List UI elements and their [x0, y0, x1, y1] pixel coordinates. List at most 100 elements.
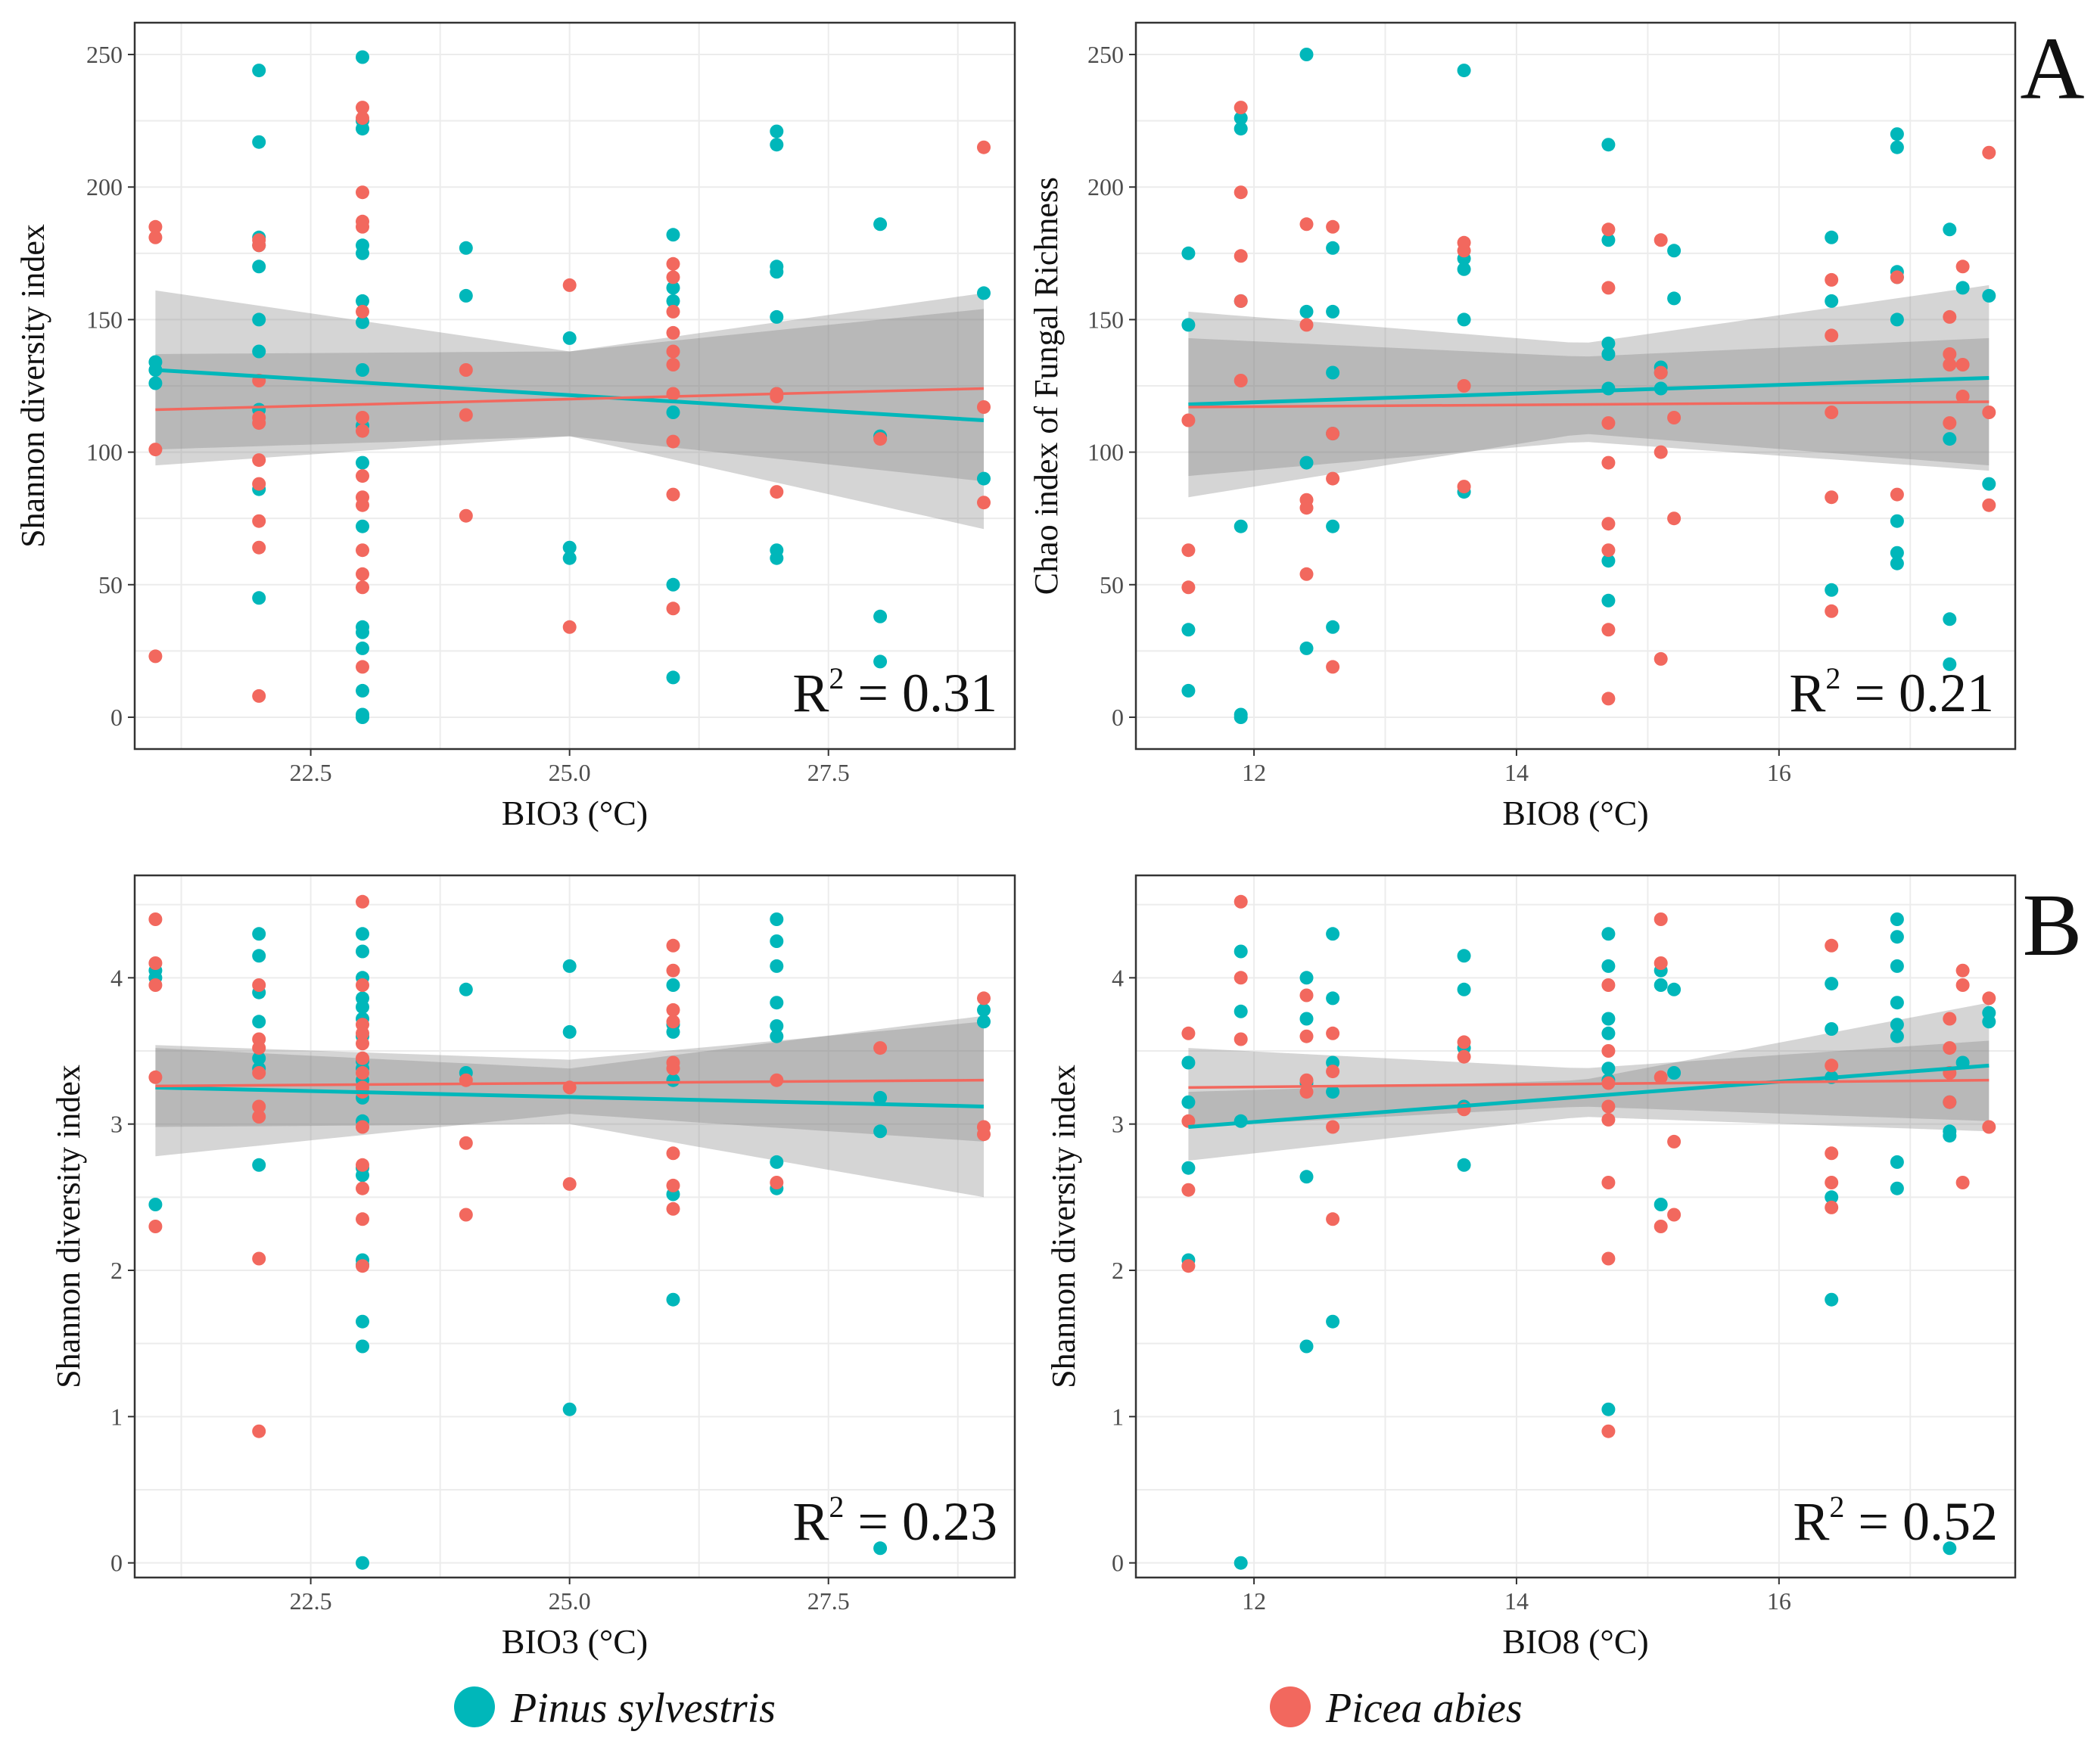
fit-line-pinus [155, 1085, 985, 1108]
data-point [356, 122, 369, 136]
data-point [1667, 1066, 1682, 1080]
data-point [1943, 347, 1957, 361]
data-point [1890, 1181, 1904, 1195]
y-tick-label: 1 [110, 1403, 123, 1430]
data-point [1299, 971, 1314, 985]
data-point [873, 1541, 888, 1556]
data-point [873, 1090, 888, 1105]
data-point [1982, 1120, 1996, 1134]
data-point [356, 424, 369, 438]
data-point [1890, 546, 1904, 560]
data-point [356, 363, 369, 377]
data-point [1825, 1292, 1839, 1307]
data-point [1601, 692, 1616, 706]
data-point [1982, 477, 1996, 491]
x-tick-label: 14 [1504, 1587, 1529, 1615]
data-point [459, 408, 473, 422]
data-point [356, 927, 369, 941]
data-point [1943, 222, 1957, 237]
data-point [873, 217, 888, 232]
data-point [1825, 1058, 1839, 1073]
data-point [356, 294, 369, 308]
data-point [1890, 270, 1904, 284]
data-point [1943, 1095, 1957, 1109]
data-point [873, 654, 888, 669]
data-point [1667, 982, 1682, 996]
y-tick-label: 0 [110, 704, 123, 731]
series-pinus [1181, 912, 1996, 1570]
panel-a_left: 22.5 25.0 27.5 0 50 100 150 200 250 BIO3 (°C) Shan… [14, 21, 1016, 832]
legend-pinus-label: Pinus sylvestris [510, 1685, 776, 1732]
data-point [252, 1424, 266, 1438]
r-squared-value: = 0.31 [844, 663, 997, 723]
data-point [1601, 543, 1616, 558]
y-tick-label: 200 [1087, 173, 1124, 201]
legend-picea-marker [1270, 1686, 1311, 1727]
data-point [356, 1037, 369, 1051]
data-point [562, 551, 577, 565]
data-point [1825, 1146, 1839, 1161]
data-point [1890, 1018, 1904, 1032]
data-point [148, 956, 163, 970]
data-point [459, 982, 473, 996]
data-point [356, 111, 369, 126]
data-point [1326, 620, 1340, 634]
data-point [666, 602, 680, 616]
data-point [1890, 1029, 1904, 1043]
data-point [1326, 991, 1340, 1006]
data-point [770, 1073, 784, 1087]
data-point [1943, 1041, 1957, 1055]
data-point [356, 660, 369, 674]
data-point [1299, 1339, 1314, 1354]
data-point [1982, 498, 1996, 512]
data-point [770, 996, 784, 1010]
data-point [1299, 318, 1314, 332]
data-point [666, 325, 680, 340]
data-point [356, 1339, 369, 1354]
data-point [1654, 1220, 1668, 1233]
data-point [1601, 517, 1616, 531]
data-point [1299, 1085, 1314, 1099]
data-point [1890, 996, 1904, 1010]
data-point [666, 358, 680, 371]
data-point [666, 1292, 680, 1307]
data-point [977, 286, 991, 300]
y-tick-label: 250 [1087, 41, 1124, 68]
data-point [1181, 318, 1196, 332]
data-point [666, 387, 680, 401]
x-tick-label: 12 [1242, 759, 1266, 786]
data-point [977, 991, 991, 1006]
data-point [770, 1155, 784, 1169]
y-tick-label: 100 [1087, 439, 1124, 466]
data-point [356, 185, 369, 200]
data-point [1667, 1134, 1682, 1149]
data-point [1299, 455, 1314, 470]
data-point [1234, 101, 1248, 115]
data-point [1299, 567, 1314, 581]
r-squared-value: = 0.52 [1844, 1491, 1998, 1552]
data-point [252, 927, 266, 941]
r-squared-annotation: R2 = 0.52 [1793, 1490, 1998, 1552]
legend: Pinus sylvestris Picea abies [454, 1685, 1523, 1732]
data-point [1299, 641, 1314, 655]
legend-pinus-marker [454, 1686, 495, 1727]
data-point [1825, 604, 1839, 618]
data-point [356, 1168, 369, 1183]
x-axis-label: BIO8 (°C) [1502, 1622, 1648, 1661]
data-point [252, 540, 266, 555]
data-point [356, 1066, 369, 1080]
data-point [1890, 487, 1904, 502]
data-point [1457, 64, 1471, 78]
data-point [666, 228, 680, 242]
data-point [356, 219, 369, 234]
data-point [770, 1176, 784, 1189]
data-point [1601, 623, 1616, 637]
data-point [977, 496, 991, 510]
data-point [459, 1136, 473, 1150]
x-tick-label: 12 [1242, 1587, 1266, 1615]
data-point [356, 580, 369, 595]
y-tick-label: 100 [86, 439, 123, 466]
y-axis-label: Shannon diversity index [1045, 1065, 1082, 1388]
data-point [1299, 1012, 1314, 1026]
r-squared-symbol: R [1789, 663, 1825, 723]
